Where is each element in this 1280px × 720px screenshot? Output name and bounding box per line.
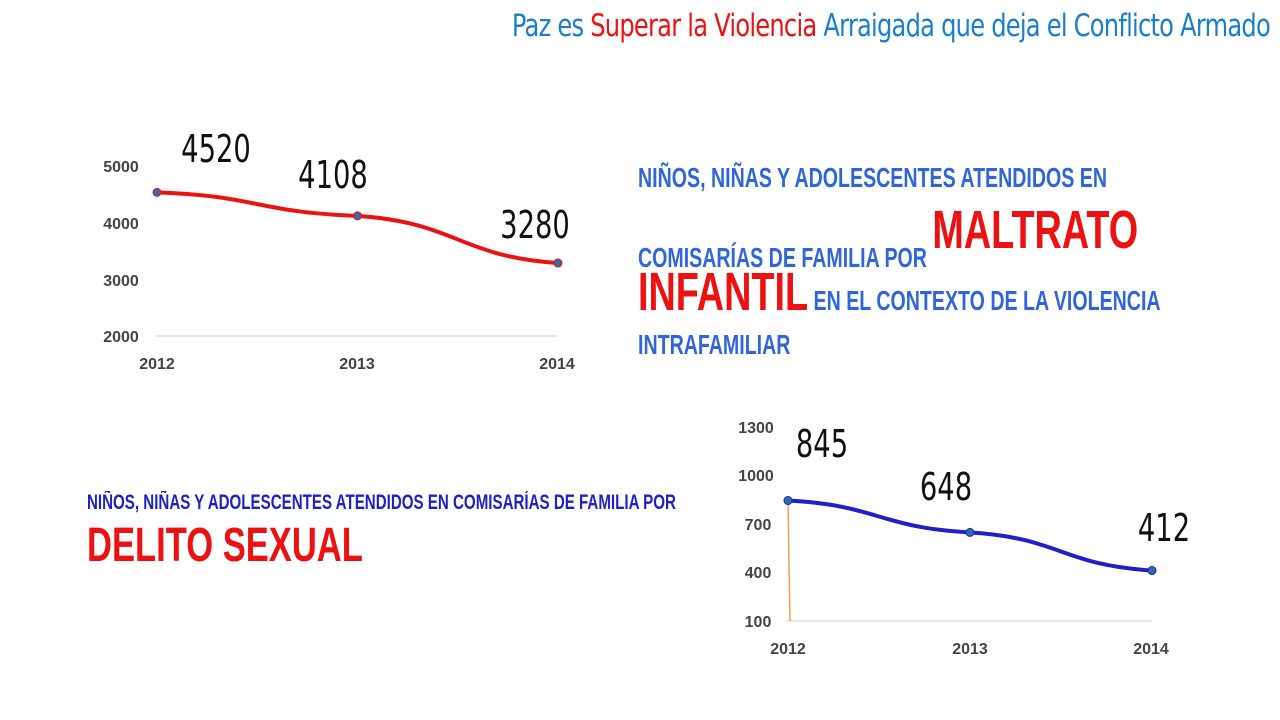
y-tick-label: 1000	[738, 468, 774, 485]
x-tick-label: 2012	[139, 356, 175, 373]
data-label: 845	[796, 421, 848, 466]
data-label: 412	[1138, 505, 1190, 550]
guide-line	[787, 500, 791, 622]
data-point	[553, 258, 563, 268]
data-point	[152, 187, 162, 197]
maltrato-caption-text: NIÑOS, NIÑAS Y ADOLESCENTES ATENDIDOS EN	[638, 162, 1108, 193]
page-title: Paz es Superar la Violencia Arraigada qu…	[511, 8, 1271, 44]
delito-caption-line1: NIÑOS, NIÑAS Y ADOLESCENTES ATENDIDOS EN…	[87, 492, 676, 513]
data-label: 3280	[500, 202, 570, 247]
maltrato-caption-line3: INFANTIL EN EL CONTEXTO DE LA VIOLENCIA	[638, 265, 1161, 319]
x-tick-label: 2012	[770, 641, 806, 658]
delito-chart: 100 400 700 1000 1300 2012 2013 2014 845…	[738, 420, 1190, 658]
maltrato-highlight: INFANTIL	[638, 262, 809, 322]
y-tick-label: 700	[745, 517, 772, 534]
maltrato-chart: 2000 3000 4000 5000 2012 2013 2014 4520 …	[103, 126, 575, 373]
maltrato-highlight: MALTRATO	[932, 200, 1139, 260]
maltrato-caption-line4: INTRAFAMILIAR	[638, 331, 790, 359]
data-point	[1147, 566, 1157, 576]
delito-highlight: DELITO SEXUAL	[87, 519, 363, 572]
maltrato-caption-line1: NIÑOS, NIÑAS Y ADOLESCENTES ATENDIDOS EN	[638, 164, 1107, 192]
data-label: 4520	[181, 126, 251, 171]
y-tick-label: 3000	[103, 273, 139, 290]
y-tick-label: 5000	[103, 159, 139, 176]
x-tick-label: 2014	[1133, 641, 1169, 658]
data-label: 4108	[298, 152, 368, 197]
y-tick-label: 400	[745, 565, 772, 582]
y-tick-label: 4000	[103, 216, 139, 233]
data-point	[353, 211, 362, 221]
y-tick-label: 1300	[738, 420, 774, 437]
title-part-highlight: Superar la Violencia	[590, 8, 824, 44]
y-tick-label: 100	[745, 614, 772, 631]
y-tick-label: 2000	[103, 329, 139, 346]
series-line-maltrato	[155, 190, 560, 266]
x-tick-label: 2014	[539, 356, 575, 373]
title-part: Paz es	[511, 8, 591, 44]
delito-caption-text: NIÑOS, NIÑAS Y ADOLESCENTES ATENDIDOS EN…	[87, 491, 676, 514]
maltrato-caption-text: INTRAFAMILIAR	[638, 329, 791, 360]
title-part: Arraigada que deja el Conflicto Armado	[823, 8, 1270, 44]
x-tick-label: 2013	[952, 641, 988, 658]
data-label: 648	[920, 464, 972, 509]
data-point	[965, 527, 975, 537]
delito-caption-highlight: DELITO SEXUAL	[87, 522, 363, 570]
maltrato-caption-text: COMISARÍAS DE FAMILIA POR	[638, 242, 933, 273]
data-point	[783, 496, 793, 506]
maltrato-caption-text: EN EL CONTEXTO DE LA VIOLENCIA	[808, 285, 1161, 316]
maltrato-caption-line2: COMISARÍAS DE FAMILIA POR MALTRATO	[638, 200, 1139, 272]
x-tick-label: 2013	[339, 356, 375, 373]
